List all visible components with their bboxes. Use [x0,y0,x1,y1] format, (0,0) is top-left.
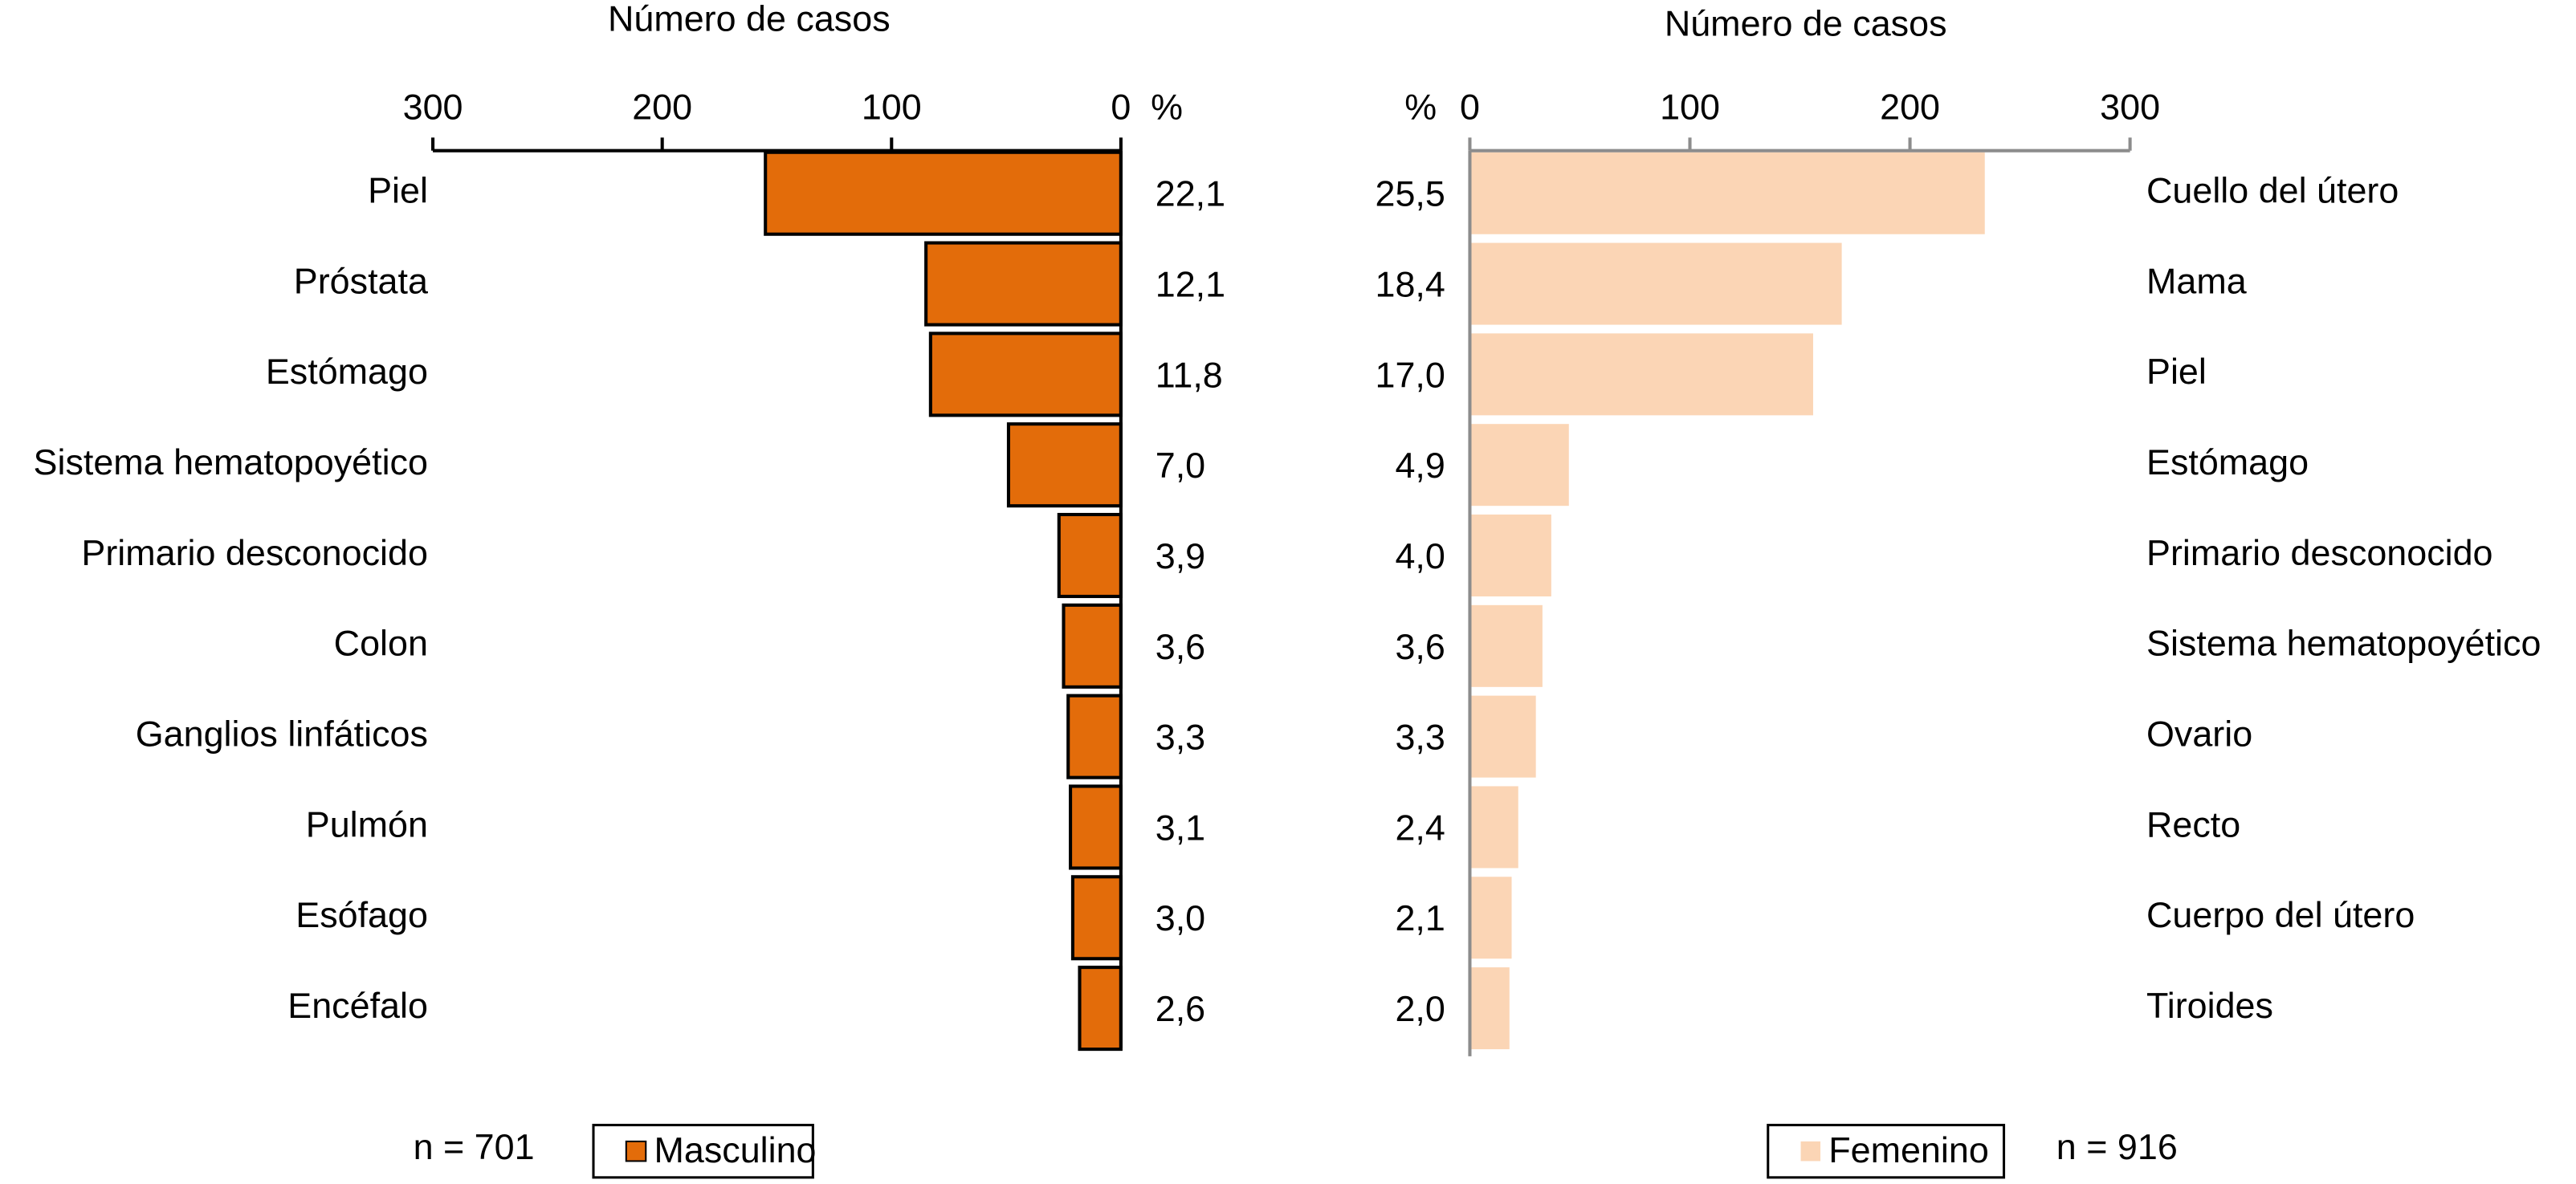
percent-label: 3,6 [1156,626,1205,667]
bar [924,241,1123,327]
category-label: Estómago [2146,441,2309,482]
percent-label: 7,0 [1156,445,1205,486]
bar [1066,694,1123,779]
percent-label: 3,3 [1395,717,1445,758]
axis-title: Número de casos [1665,3,1947,44]
category-label: Sistema hematopoyético [2146,623,2541,664]
legend-label: Femenino [1828,1129,1989,1170]
percent-label: 22,1 [1156,173,1225,214]
percent-header: % [1151,87,1183,128]
bar [764,150,1123,236]
x-tick-label: 200 [632,87,692,128]
percent-label: 3,3 [1156,717,1205,758]
percent-label: 25,5 [1376,173,1445,214]
percent-label: 3,9 [1156,535,1205,576]
bar [1469,515,1551,597]
bar [1006,422,1123,508]
category-label: Piel [2146,351,2207,392]
category-label: Piel [368,170,428,211]
axis-title: Número de casos [608,0,891,39]
x-tick-label: 300 [2100,87,2160,128]
bar [1469,604,1543,687]
percent-label: 18,4 [1376,263,1445,304]
category-label: Mama [2146,260,2247,301]
sample-size: n = 701 [414,1126,535,1167]
category-label: Cuerpo del útero [2146,894,2415,935]
legend-swatch [625,1140,647,1162]
percent-label: 2,0 [1395,988,1445,1029]
x-tick-label: 100 [1660,87,1720,128]
bar [1069,784,1123,870]
bar [1469,786,1518,869]
sample-size: n = 916 [2056,1126,2178,1167]
category-label: Ovario [2146,714,2252,755]
bar [1469,152,1985,234]
category-label: Primario desconocido [81,532,428,573]
percent-label: 11,8 [1156,354,1223,395]
category-label: Sistema hematopoyético [34,441,428,482]
legend-label: Masculino [654,1129,816,1170]
x-tick-label: 300 [403,87,463,128]
legend-swatch [1800,1141,1821,1162]
bar [1469,877,1512,959]
percent-label: 4,9 [1395,445,1445,486]
percent-label: 17,0 [1376,354,1445,395]
percent-label: 12,1 [1156,263,1225,304]
category-label: Estómago [266,351,428,392]
bar [1057,512,1123,599]
category-label: Cuello del útero [2146,170,2399,211]
bar [1078,966,1123,1052]
bar [1062,603,1123,689]
bar [928,332,1123,417]
percent-label: 3,1 [1156,807,1205,848]
category-label: Ganglios linfáticos [136,714,428,755]
category-label: Próstata [294,260,428,301]
percent-label: 2,6 [1156,988,1205,1029]
bar [1469,695,1536,778]
bar [1469,967,1510,1050]
percent-label: 2,1 [1395,897,1445,938]
category-label: Tiroides [2146,985,2273,1026]
bar [1469,333,1813,416]
category-label: Recto [2146,804,2240,844]
category-label: Pulmón [306,804,428,844]
category-label: Primario desconocido [2146,532,2493,573]
category-label: Colon [334,623,428,664]
category-label: Esófago [296,894,428,935]
x-tick-label: 200 [1880,87,1940,128]
bar [1469,242,1842,325]
x-tick-label: 100 [862,87,922,128]
percent-header: % [1404,87,1437,128]
percent-label: 3,6 [1395,626,1445,667]
x-tick-label: 0 [1460,87,1480,128]
percent-label: 4,0 [1395,535,1445,576]
percent-label: 3,0 [1156,897,1205,938]
bar [1070,875,1123,961]
bar [1469,424,1569,507]
percent-label: 2,4 [1395,807,1445,848]
x-tick-label: 0 [1111,87,1131,128]
category-label: Encéfalo [287,985,428,1026]
